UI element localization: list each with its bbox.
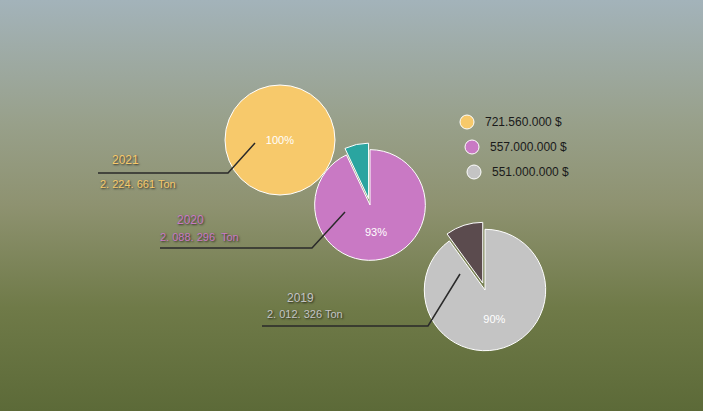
svg-text:2. 224. 661 Ton: 2. 224. 661 Ton [100, 178, 176, 190]
svg-text:93%: 93% [365, 226, 387, 238]
svg-text:100%: 100% [266, 134, 294, 146]
svg-text:2021: 2021 [112, 153, 139, 167]
svg-text:90%: 90% [483, 313, 505, 325]
svg-text:2019: 2019 [287, 291, 314, 305]
svg-text:721.560.000 $: 721.560.000 $ [485, 115, 562, 129]
svg-text:2020: 2020 [177, 213, 204, 227]
svg-text:2. 012. 326 Ton: 2. 012. 326 Ton [267, 308, 343, 320]
svg-text:551.000.000 $: 551.000.000 $ [492, 165, 569, 179]
svg-text:557.000.000 $: 557.000.000 $ [490, 140, 567, 154]
svg-text:2. 088. 296 Ton: 2. 088. 296 Ton [160, 231, 239, 243]
